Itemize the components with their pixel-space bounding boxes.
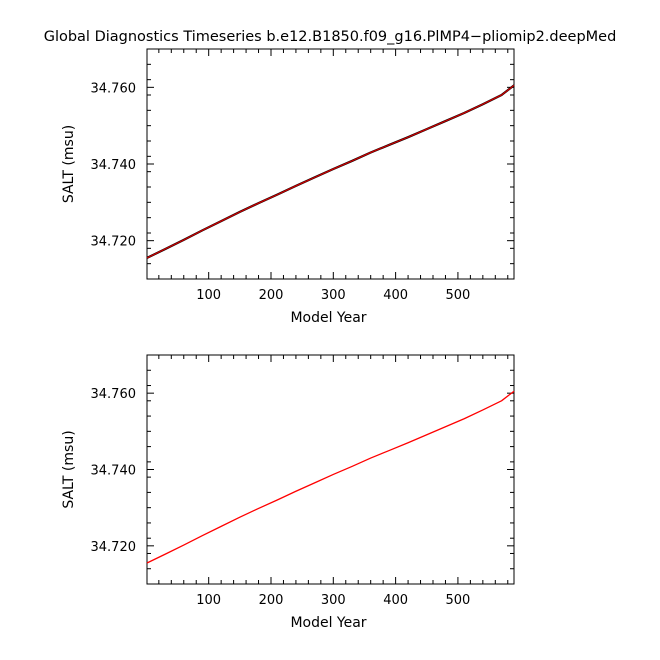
panel-0-y-tick-label: 34.720 xyxy=(91,235,137,250)
panel-0-series-line-0 xyxy=(146,84,515,259)
panel-1-y-tick-label: 34.720 xyxy=(91,540,137,555)
panel-0-x-tick-label: 200 xyxy=(259,288,284,303)
panel-0-x-tick-label: 500 xyxy=(446,288,471,303)
figure-title: Global Diagnostics Timeseries b.e12.B185… xyxy=(44,29,617,45)
panel-0-x-tick-label: 300 xyxy=(321,288,346,303)
panel-1-x-tick-label: 400 xyxy=(383,593,408,608)
panel-1-y-tick-label: 34.740 xyxy=(91,464,137,479)
panel-1-frame xyxy=(146,354,515,585)
panel-0-x-axis-label: Model Year xyxy=(290,310,366,326)
panel-0-frame xyxy=(146,48,515,280)
panel-1-x-tick-label: 200 xyxy=(259,593,284,608)
timeseries-panel-top: 100 200 300 400 500 34.720 34.740 34.760 Model Y… xyxy=(61,48,515,326)
panel-0-x-tick-label: 100 xyxy=(196,288,221,303)
panel-1-x-tick-label: 100 xyxy=(196,593,221,608)
panel-1-y-axis-label: SALT (msu) xyxy=(61,430,77,508)
timeseries-panel-bottom: 100 200 300 400 500 34.720 34.740 34.760 Model Y… xyxy=(61,354,515,631)
panel-0-y-tick-label: 34.740 xyxy=(91,158,137,173)
panel-0-y-tick-label: 34.760 xyxy=(91,81,137,96)
panel-1-x-axis-label: Model Year xyxy=(290,615,366,631)
panel-1-series-line-0 xyxy=(146,390,515,564)
panel-1-x-tick-label: 300 xyxy=(321,593,346,608)
panel-0-x-tick-label: 400 xyxy=(383,288,408,303)
panel-0-y-axis-label: SALT (msu) xyxy=(61,125,77,203)
panel-0-series-line-1 xyxy=(146,84,515,259)
panel-1-x-tick-label: 500 xyxy=(446,593,471,608)
panel-1-y-tick-label: 34.760 xyxy=(91,387,137,402)
